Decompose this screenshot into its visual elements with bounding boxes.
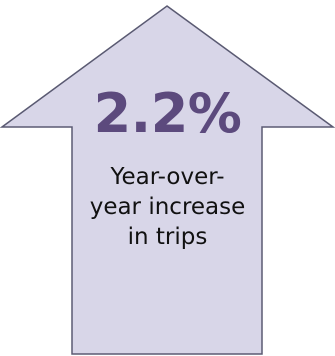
stat-value: 2.2% [93,82,242,145]
stat-caption: Year-over- year increase in trips [70,162,265,252]
stat-caption-line: year increase [89,194,246,220]
stat-caption-line: in trips [127,224,208,250]
stat-caption-line: Year-over- [110,164,225,190]
